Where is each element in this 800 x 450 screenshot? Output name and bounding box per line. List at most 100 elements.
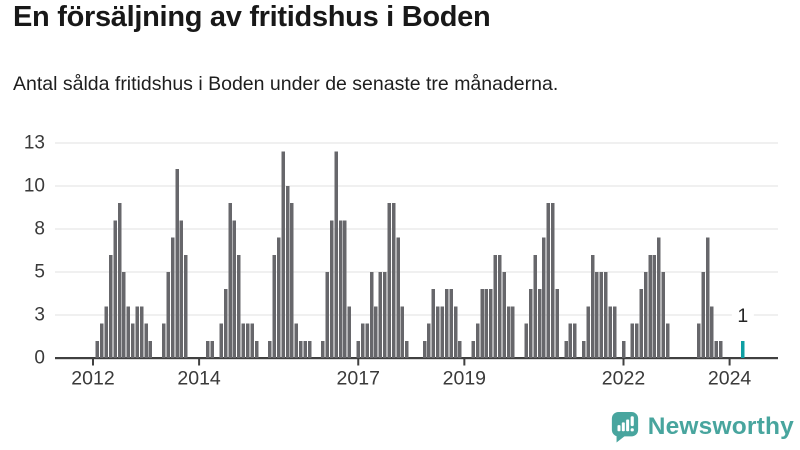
bar — [299, 340, 303, 358]
bar — [710, 306, 714, 358]
y-tick-label: 13 — [24, 133, 45, 154]
highlight-value-label: 1 — [737, 305, 748, 327]
bar — [166, 272, 170, 358]
bar — [497, 254, 502, 358]
bar — [219, 323, 223, 358]
highlight-label-halo — [731, 305, 754, 325]
bar — [223, 289, 228, 358]
bar — [276, 237, 281, 358]
bar — [113, 220, 117, 358]
bar — [334, 151, 338, 358]
bar — [144, 323, 148, 358]
bar — [391, 203, 396, 358]
bar — [245, 323, 250, 358]
bar — [369, 272, 374, 358]
bar — [135, 306, 139, 358]
bar — [131, 323, 135, 358]
bar — [210, 340, 215, 358]
bar — [338, 220, 343, 358]
bar — [696, 323, 701, 358]
bar — [714, 340, 719, 358]
bar — [206, 340, 210, 358]
bar — [303, 340, 307, 358]
bar — [648, 254, 652, 358]
bar — [471, 340, 475, 358]
bar — [360, 323, 365, 358]
bar — [573, 323, 577, 358]
highlight-bar — [741, 340, 745, 358]
y-tick-label: 5 — [34, 262, 45, 283]
bar — [139, 306, 144, 358]
bar — [528, 289, 533, 358]
x-axis-line — [55, 357, 778, 360]
bar — [568, 323, 573, 358]
bar — [237, 254, 241, 358]
y-tick-label: 8 — [34, 219, 45, 240]
bar — [365, 323, 369, 358]
bar — [480, 289, 484, 358]
bar — [126, 306, 131, 358]
bar — [387, 203, 391, 358]
bar — [427, 323, 431, 358]
bar — [108, 254, 113, 358]
bar — [175, 168, 179, 358]
bar — [374, 306, 378, 358]
newsworthy-logo-icon — [611, 412, 638, 443]
bar — [347, 306, 352, 358]
bar — [475, 323, 480, 358]
bar — [285, 186, 290, 358]
bar — [621, 340, 626, 358]
bar — [396, 237, 400, 358]
bar — [489, 289, 493, 358]
bar — [511, 306, 515, 358]
bar — [405, 340, 409, 358]
chart-subtitle: Antal sålda fritidshus i Boden under de … — [13, 73, 559, 95]
bar — [343, 220, 347, 358]
bar — [321, 340, 325, 358]
bar — [665, 323, 670, 358]
bar — [705, 237, 710, 358]
bar — [581, 340, 586, 358]
bar — [586, 306, 590, 358]
y-tick-label: 10 — [24, 176, 45, 197]
bar — [652, 254, 657, 358]
bar — [250, 323, 254, 358]
bar — [422, 340, 427, 358]
bar — [524, 323, 528, 358]
bar — [661, 272, 666, 358]
bar — [95, 340, 100, 358]
bar — [608, 306, 612, 358]
y-tick-label: 3 — [34, 305, 45, 326]
bar — [148, 340, 153, 358]
bar — [643, 272, 648, 358]
bar — [555, 289, 559, 358]
x-tick-label: 2014 — [177, 368, 221, 390]
bar — [294, 323, 299, 358]
bar — [719, 340, 723, 358]
bar — [551, 203, 555, 358]
bar — [458, 340, 462, 358]
bar — [228, 203, 232, 358]
bar — [542, 237, 546, 358]
bar — [484, 289, 489, 358]
bar — [546, 203, 551, 358]
x-tick-label: 2024 — [708, 368, 752, 390]
bar — [599, 272, 604, 358]
bar — [122, 272, 126, 358]
bar — [630, 323, 635, 358]
bar — [383, 272, 387, 358]
bar — [564, 340, 568, 358]
bar — [635, 323, 639, 358]
bar — [502, 272, 506, 358]
bar — [590, 254, 595, 358]
bar — [431, 289, 436, 358]
bar — [444, 289, 449, 358]
bar — [232, 220, 237, 358]
bar — [595, 272, 599, 358]
bar — [281, 151, 285, 358]
bar — [400, 306, 405, 358]
bar — [184, 254, 188, 358]
newsworthy-logo: Newsworthy — [610, 410, 794, 444]
bar — [506, 306, 511, 358]
